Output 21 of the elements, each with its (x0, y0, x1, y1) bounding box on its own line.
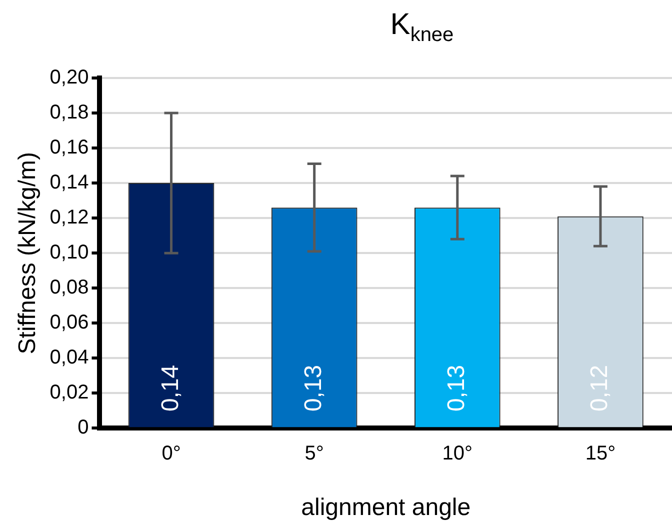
y-tick-label: 0,12 (50, 206, 89, 229)
y-tick-label: 0,20 (50, 66, 89, 89)
y-tick-label: 0,14 (50, 172, 89, 194)
x-tick-label: 0° (162, 442, 181, 465)
data-label: 0,14 (156, 364, 184, 412)
x-axis-title: alignment angle (301, 494, 471, 522)
y-tick-label: 0,06 (50, 312, 89, 334)
y-tick-label: 0,10 (50, 242, 89, 264)
data-label: 0,13 (443, 364, 470, 412)
y-tick-label: 0,08 (50, 276, 89, 299)
y-tick-label: 0 (78, 416, 89, 439)
chart-title: K$_{knee}$ (389, 8, 455, 47)
y-axis-title: Stiffness (kN/kg/m) (14, 152, 42, 354)
y-tick-label: 0,04 (50, 346, 89, 369)
data-label: 0,13 (300, 364, 327, 412)
y-tick-label: 0,02 (50, 382, 89, 404)
x-tick-label: 10° (442, 442, 473, 465)
x-tick-label: 5° (304, 442, 324, 465)
y-tick-label: 0,16 (50, 136, 89, 159)
x-tick-label: 15° (585, 442, 616, 465)
y-tick-label: 0,18 (50, 102, 89, 124)
